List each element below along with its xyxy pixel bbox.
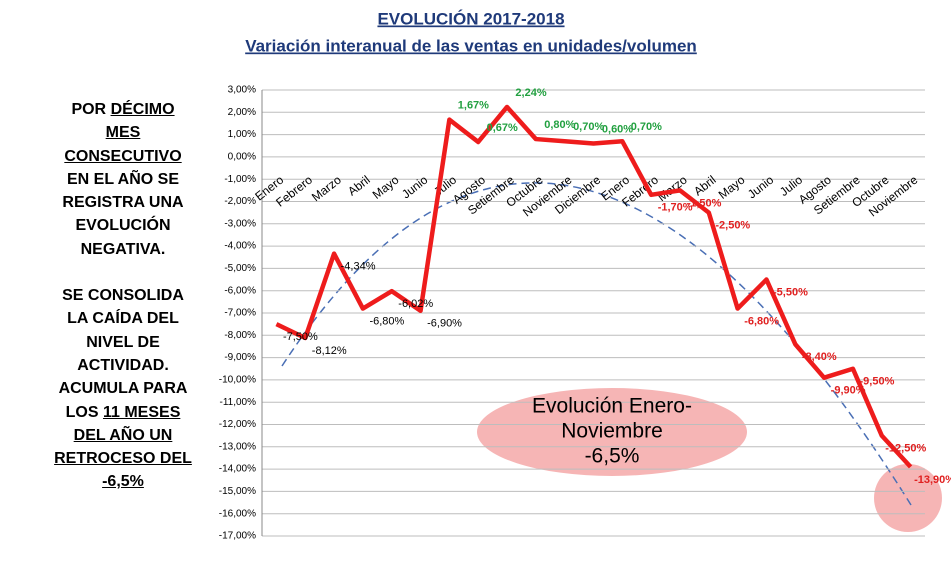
x-tick-label: Marzo	[309, 173, 344, 205]
y-tick-label: -14,00%	[219, 464, 256, 475]
text: EVOLUCIÓN	[75, 217, 171, 235]
text: LA CAÍDA DEL	[67, 310, 179, 328]
text: ACTIVIDAD.	[77, 356, 169, 374]
annotation: Evolución Enero-	[532, 395, 692, 418]
text: LOS	[65, 403, 103, 421]
highlight	[874, 464, 942, 532]
data-label: -5,50%	[773, 286, 808, 298]
x-tick-label: Junio	[745, 173, 776, 202]
data-label: 0,70%	[631, 121, 662, 133]
y-tick-label: -3,00%	[224, 218, 256, 229]
data-label: -8,40%	[802, 351, 837, 363]
data-label: -12,50%	[885, 443, 926, 455]
line: RETROCESO DEL	[18, 447, 228, 470]
data-label: 0,67%	[487, 122, 518, 134]
y-tick-label: 3,00%	[228, 85, 256, 96]
text: EN EL AÑO SE	[66, 170, 180, 188]
y-tick-label: -4,00%	[224, 241, 256, 252]
y-tick-label: -12,00%	[219, 419, 256, 430]
y-tick-label: -10,00%	[219, 375, 256, 386]
paragraph: POR DÉCIMO MES CONSECUTIVO EN EL AÑO SE REGI…	[18, 98, 228, 261]
chart-subtitle: Variación interanual de las ventas en un…	[245, 36, 697, 55]
text: MES	[105, 124, 141, 142]
x-tick-label: Marzo	[655, 173, 690, 205]
line	[275, 104, 913, 469]
paragraph: SE CONSOLIDA LA CAÍDA DEL NIVEL DE ACTIVIDA…	[18, 284, 228, 494]
text: DÉCIMO	[110, 101, 175, 118]
y-tick-label: -2,00%	[224, 196, 256, 207]
line: -6,5%	[18, 470, 228, 493]
data-label: -8,12%	[312, 345, 347, 357]
data-label: -9,50%	[860, 376, 895, 388]
text: NIVEL DE	[86, 333, 160, 351]
data-label: 2,24%	[515, 87, 546, 99]
y-tick-label: -7,00%	[224, 308, 256, 319]
y-tick-label: -6,00%	[224, 285, 256, 296]
line: EVOLUCIÓN	[18, 214, 228, 237]
y-tick-label: -16,00%	[219, 508, 256, 519]
line: POR DÉCIMO	[18, 98, 228, 121]
line: NIVEL DE	[18, 331, 228, 354]
y-tick-label: -9,00%	[224, 352, 256, 363]
line: ACUMULA PARA	[18, 377, 228, 400]
text: REGISTRA UNA	[62, 194, 184, 212]
y-tick-label: 0,00%	[228, 152, 256, 163]
text: RETROCESO DEL	[54, 450, 192, 468]
line: NEGATIVA.	[18, 238, 228, 261]
data-label: -4,34%	[341, 261, 376, 273]
y-tick-label: -5,00%	[224, 263, 256, 274]
data-label: -1,50%	[687, 197, 722, 209]
text: NEGATIVA.	[80, 240, 166, 258]
y-tick-label: -15,00%	[219, 486, 256, 497]
y-tick-label: -8,00%	[224, 330, 256, 341]
data-label: -6,02%	[398, 298, 433, 310]
data-label: 0,80%	[544, 119, 575, 131]
side-note: POR DÉCIMO MES CONSECUTIVO EN EL AÑO SE REGI…	[18, 98, 228, 517]
y-tick-label: -17,00%	[219, 531, 256, 542]
line: CONSECUTIVO	[18, 145, 228, 168]
text: CONSECUTIVO	[64, 147, 182, 165]
text: 11 MESES	[102, 403, 181, 421]
data-label: -1,70%	[658, 202, 693, 214]
x-tick-label: Mayo	[370, 173, 402, 202]
y-tick-label: -11,00%	[219, 397, 256, 408]
chart-title: EVOLUCIÓN 2017-2018	[377, 9, 564, 28]
data-label: 1,67%	[458, 100, 489, 112]
annotation: -6,5%	[585, 445, 640, 468]
y-tick-label: 1,00%	[228, 129, 256, 140]
data-label: -6,80%	[369, 315, 404, 327]
data-label: 0,70%	[573, 121, 604, 133]
annotation: Noviembre	[561, 420, 663, 443]
line: REGISTRA UNA	[18, 191, 228, 214]
line: ACTIVIDAD.	[18, 354, 228, 377]
text: ACUMULA PARA	[58, 380, 188, 398]
data-label: 0,60%	[602, 123, 633, 135]
x-tick-label: Abril	[345, 173, 373, 199]
text: POR	[71, 101, 111, 118]
data-label: -13,90%	[914, 474, 951, 486]
data-label: -9,90%	[831, 385, 866, 397]
line: LOS 11 MESES	[18, 401, 228, 424]
y-tick-label: 2,00%	[228, 107, 256, 118]
text: -6,5%	[102, 473, 144, 491]
data-label: -7,50%	[283, 331, 318, 343]
y-tick-label: -13,00%	[219, 441, 256, 452]
line: DEL AÑO UN	[18, 424, 228, 447]
x-tick-label: Abril	[691, 173, 719, 199]
y-tick-label: -1,00%	[224, 174, 256, 185]
text: SE CONSOLIDA	[62, 287, 184, 305]
data-label: -6,90%	[427, 318, 462, 330]
line: EN EL AÑO SE	[18, 168, 228, 191]
data-label: -6,80%	[744, 315, 779, 327]
line: LA CAÍDA DEL	[18, 307, 228, 330]
x-tick-label: Junio	[399, 173, 430, 202]
annotation-bubble	[477, 388, 747, 476]
text: DEL AÑO UN	[73, 426, 173, 444]
line: MES	[18, 121, 228, 144]
data-label: -2,50%	[715, 220, 750, 232]
line: SE CONSOLIDA	[18, 284, 228, 307]
